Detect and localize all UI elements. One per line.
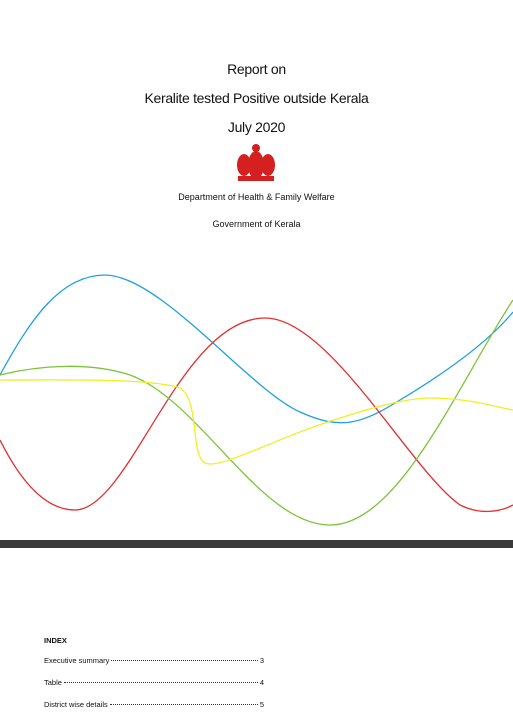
index-entry: Executive summary 3 <box>44 656 264 678</box>
green-curve <box>0 299 513 526</box>
blue-curve <box>0 274 513 424</box>
index-entry: District wise details 5 <box>44 700 264 722</box>
leader-dots <box>109 704 258 705</box>
decoration <box>0 144 513 548</box>
entry-title: District wise details <box>44 700 108 709</box>
department: Department of Health & Family Welfare <box>178 192 335 202</box>
entry-title: Table <box>44 678 62 687</box>
entry-page: 4 <box>259 678 264 687</box>
emblem <box>237 144 275 181</box>
yellow-curve <box>0 379 513 465</box>
title-line: July 2020 <box>227 119 286 135</box>
government: Government of Kerala <box>212 219 301 229</box>
entry-title: Executive summary <box>44 656 110 665</box>
index: INDEX Executive summary 3 Table 4 District w… <box>44 636 264 722</box>
entry-page: 5 <box>259 700 264 709</box>
title-line: Report on <box>227 61 286 77</box>
index-heading: INDEX <box>44 636 67 645</box>
leader-dots <box>63 682 258 683</box>
red-curve <box>0 317 513 513</box>
page: {"header": {"title_lines": ["Report on",… <box>0 61 513 709</box>
title-line: Keralite tested Positive outside Kerala <box>144 90 369 106</box>
divider-bar <box>0 540 513 548</box>
entry-page: 3 <box>259 656 264 665</box>
index-entry: Table 4 <box>44 678 264 700</box>
leader-dots <box>111 660 258 661</box>
